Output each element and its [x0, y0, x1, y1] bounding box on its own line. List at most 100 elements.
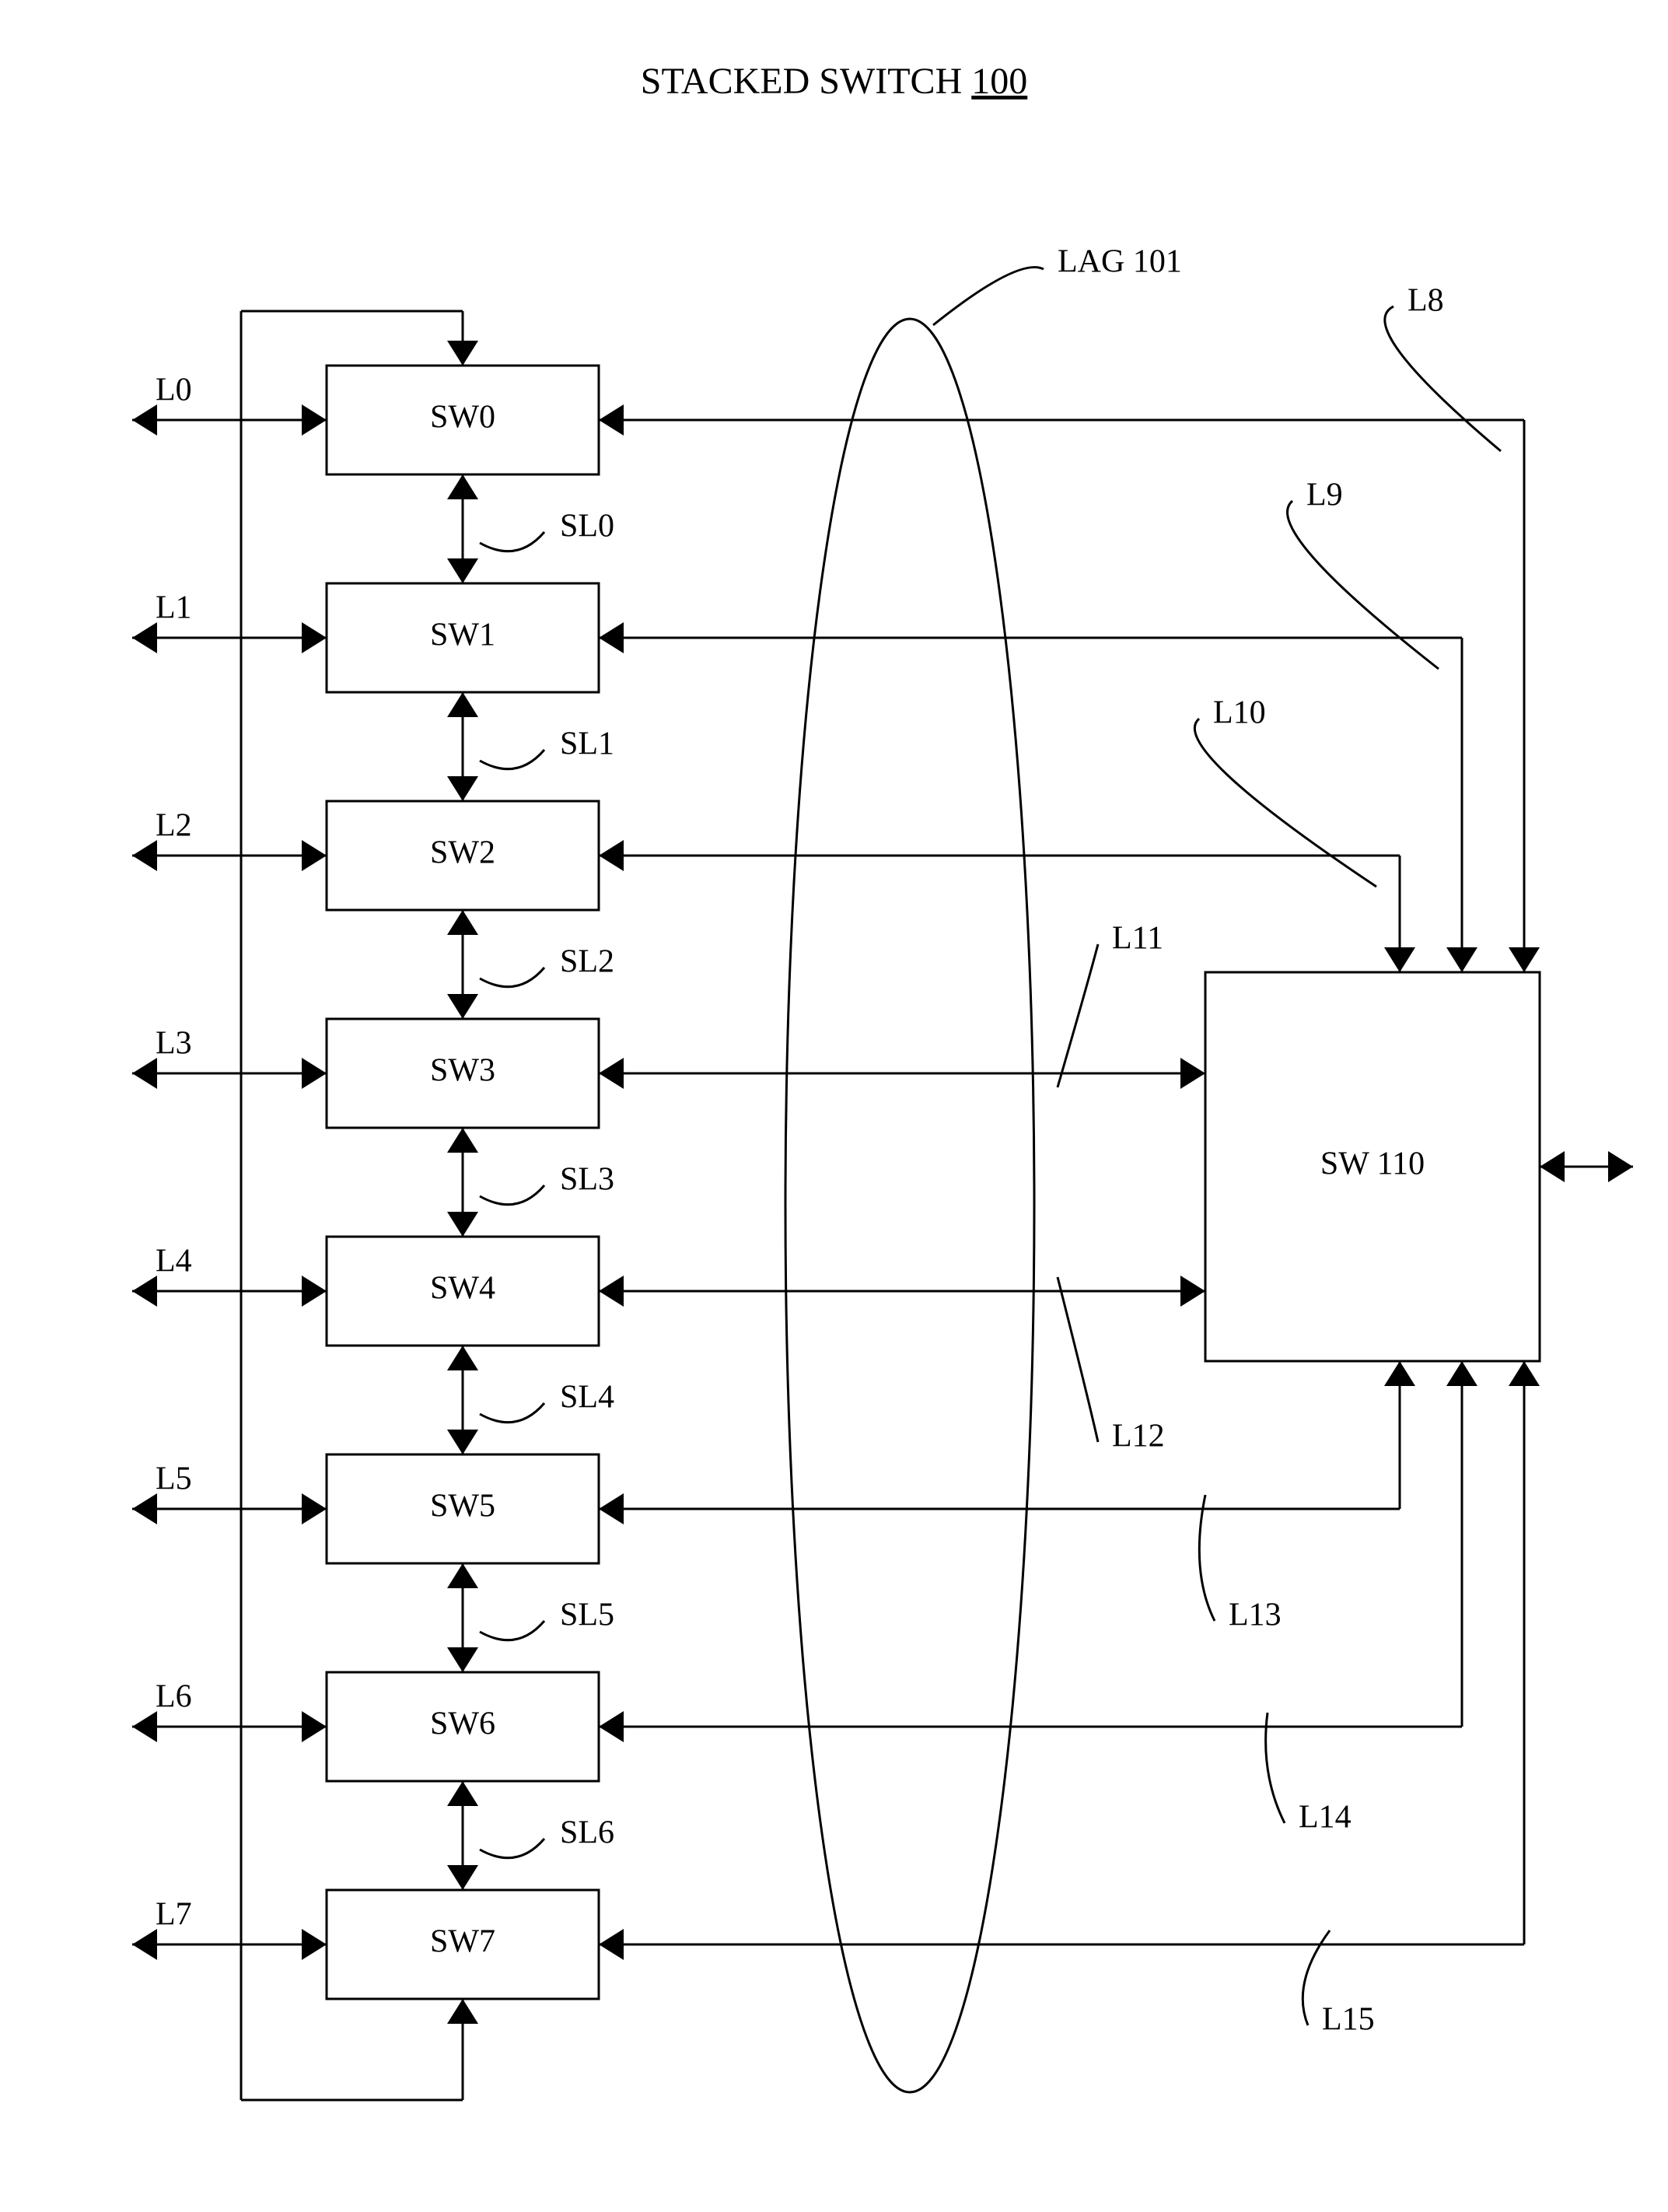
- arrow-head: [302, 1493, 327, 1524]
- link-leader-2: [1194, 719, 1376, 887]
- sl-leader-1: [480, 750, 544, 769]
- arrow-head: [1446, 1361, 1477, 1386]
- arrow-head: [447, 1212, 478, 1237]
- link-leader-4: [1058, 1277, 1098, 1442]
- arrow-head: [132, 1929, 157, 1960]
- right-link-label-4: L12: [1112, 1419, 1165, 1454]
- arrow-head: [302, 840, 327, 871]
- arrow-head: [1180, 1276, 1205, 1307]
- arrow-head: [447, 1346, 478, 1370]
- switch-label-2: SW2: [430, 835, 495, 871]
- left-link-label-7: L7: [156, 1897, 192, 1933]
- arrow-head: [447, 1999, 478, 2024]
- link-leader-3: [1058, 944, 1098, 1087]
- arrow-head: [132, 1493, 157, 1524]
- right-link-label-0: L8: [1407, 283, 1444, 319]
- right-switch-label: SW 110: [1320, 1146, 1425, 1182]
- arrow-head: [599, 404, 624, 436]
- left-link-label-4: L4: [156, 1244, 192, 1279]
- arrow-head: [132, 1711, 157, 1742]
- arrow-head: [1509, 1361, 1540, 1386]
- switch-label-0: SW0: [430, 400, 495, 436]
- sl-label-4: SL4: [560, 1380, 614, 1416]
- switch-label-3: SW3: [430, 1053, 495, 1089]
- switch-label-1: SW1: [430, 618, 495, 653]
- arrow-head: [1540, 1151, 1565, 1182]
- arrow-head: [132, 1058, 157, 1089]
- arrow-head: [599, 1711, 624, 1742]
- switch-label-6: SW6: [430, 1706, 495, 1742]
- arrow-head: [132, 840, 157, 871]
- left-link-label-1: L1: [156, 590, 192, 626]
- arrow-head: [447, 1865, 478, 1890]
- arrow-head: [447, 474, 478, 499]
- sl-label-5: SL5: [560, 1598, 614, 1633]
- arrow-head: [132, 1276, 157, 1307]
- arrow-head: [447, 910, 478, 935]
- switch-label-5: SW5: [430, 1489, 495, 1524]
- left-link-label-6: L6: [156, 1679, 192, 1715]
- arrow-head: [599, 622, 624, 653]
- sl-label-6: SL6: [560, 1815, 614, 1851]
- switch-label-7: SW7: [430, 1924, 495, 1960]
- arrow-head: [302, 622, 327, 653]
- arrow-head: [447, 1563, 478, 1588]
- link-leader-6: [1266, 1713, 1285, 1823]
- arrow-head: [447, 1647, 478, 1672]
- sl-label-3: SL3: [560, 1162, 614, 1198]
- arrow-head: [599, 1276, 624, 1307]
- left-link-label-5: L5: [156, 1461, 192, 1497]
- arrow-head: [1384, 947, 1415, 972]
- sl-label-1: SL1: [560, 726, 614, 762]
- sl-label-2: SL2: [560, 944, 614, 980]
- left-link-label-3: L3: [156, 1026, 192, 1062]
- arrow-head: [599, 1929, 624, 1960]
- sl-leader-6: [480, 1839, 544, 1858]
- switch-label-4: SW4: [430, 1271, 495, 1307]
- arrow-head: [302, 1711, 327, 1742]
- sl-leader-0: [480, 532, 544, 551]
- arrow-head: [1446, 947, 1477, 972]
- arrow-head: [447, 994, 478, 1019]
- arrow-head: [1608, 1151, 1633, 1182]
- right-link-label-6: L14: [1299, 1800, 1352, 1836]
- lag-ellipse: [785, 319, 1034, 2092]
- right-link-label-5: L13: [1229, 1598, 1282, 1633]
- arrow-head: [599, 1058, 624, 1089]
- link-leader-5: [1199, 1495, 1215, 1621]
- right-link-label-2: L10: [1213, 695, 1266, 731]
- arrow-head: [447, 692, 478, 717]
- sl-label-0: SL0: [560, 509, 614, 544]
- arrow-head: [1509, 947, 1540, 972]
- lag-label: LAG 101: [1058, 244, 1182, 280]
- arrow-head: [447, 1430, 478, 1454]
- right-link-label-3: L11: [1112, 921, 1163, 957]
- arrow-head: [599, 1493, 624, 1524]
- arrow-head: [132, 622, 157, 653]
- link-leader-1: [1288, 501, 1439, 669]
- arrow-head: [1384, 1361, 1415, 1386]
- arrow-head: [599, 840, 624, 871]
- arrow-head: [302, 1276, 327, 1307]
- left-link-label-2: L2: [156, 808, 192, 844]
- right-link-label-1: L9: [1306, 478, 1343, 513]
- arrow-head: [302, 1929, 327, 1960]
- arrow-head: [447, 776, 478, 801]
- arrow-head: [447, 558, 478, 583]
- arrow-head: [447, 341, 478, 366]
- sl-leader-5: [480, 1621, 544, 1640]
- arrow-head: [1180, 1058, 1205, 1089]
- lag-leader: [933, 268, 1044, 325]
- right-link-label-7: L15: [1322, 2002, 1375, 2038]
- sl-leader-4: [480, 1403, 544, 1423]
- arrow-head: [302, 1058, 327, 1089]
- left-link-label-0: L0: [156, 373, 192, 408]
- arrow-head: [132, 404, 157, 436]
- sl-leader-3: [480, 1185, 544, 1205]
- sl-leader-2: [480, 968, 544, 987]
- arrow-head: [447, 1781, 478, 1806]
- page-title: STACKED SWITCH 100: [641, 61, 1027, 102]
- arrow-head: [447, 1128, 478, 1153]
- link-leader-0: [1385, 306, 1501, 451]
- arrow-head: [302, 404, 327, 436]
